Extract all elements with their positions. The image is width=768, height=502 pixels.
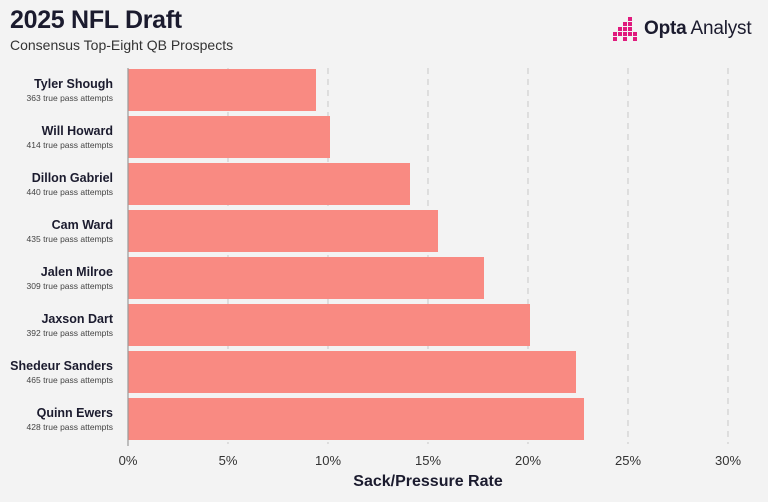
chart-subtitle: Consensus Top-Eight QB Prospects (10, 37, 234, 53)
bar-category-label: Jaxson Dart (41, 312, 113, 326)
brand-name-light: Analyst (690, 18, 752, 39)
opta-analyst-logo: Opta Analyst (612, 14, 752, 44)
brand-name-bold: Opta (644, 18, 687, 39)
bar (128, 116, 330, 158)
bar (128, 163, 410, 205)
bar-category-label: Cam Ward (52, 218, 113, 232)
bar-sublabel: 363 true pass attempts (27, 93, 113, 103)
x-tick-label: 30% (715, 453, 741, 468)
bar-category-label: Quinn Ewers (37, 406, 113, 420)
bar-sublabel: 392 true pass attempts (27, 328, 113, 338)
x-tick-label: 10% (315, 453, 341, 468)
bar-sublabel: 428 true pass attempts (27, 422, 113, 432)
bar (128, 398, 584, 440)
bar (128, 351, 576, 393)
bar-sublabel: 435 true pass attempts (27, 234, 113, 244)
bar-category-label: Will Howard (42, 124, 113, 138)
bar-category-label: Tyler Shough (34, 77, 113, 91)
x-axis-label: Sack/Pressure Rate (353, 473, 503, 490)
bar-sublabel: 465 true pass attempts (27, 375, 113, 385)
x-tick-label: 25% (615, 453, 641, 468)
x-tick-label: 15% (415, 453, 441, 468)
bar (128, 210, 438, 252)
bar-sublabel: 414 true pass attempts (27, 140, 113, 150)
bar-category-label: Shedeur Sanders (10, 359, 113, 373)
bar-sublabel: 440 true pass attempts (27, 187, 113, 197)
bar (128, 69, 316, 111)
x-tick-label: 5% (219, 453, 238, 468)
x-tick-label: 20% (515, 453, 541, 468)
bar (128, 257, 484, 299)
chart-title: 2025 NFL Draft (10, 6, 182, 34)
bar (128, 304, 530, 346)
bar-category-label: Dillon Gabriel (32, 171, 113, 185)
bar-sublabel: 309 true pass attempts (27, 281, 113, 291)
opta-dots-icon (613, 17, 637, 41)
x-tick-label: 0% (119, 453, 138, 468)
brand-name: Opta Analyst (644, 18, 752, 40)
bar-category-label: Jalen Milroe (41, 265, 113, 279)
